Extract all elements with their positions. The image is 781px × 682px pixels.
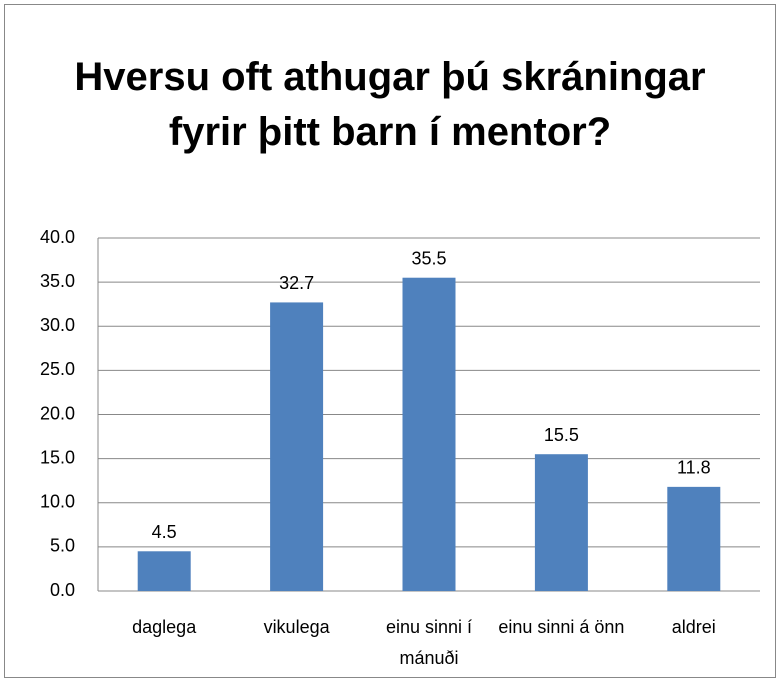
- chart-border: [4, 4, 776, 678]
- bar: [667, 486, 721, 591]
- data-label: 35.5: [411, 248, 446, 268]
- y-tick-label: 15.0: [40, 447, 75, 467]
- x-tick-label: vikulega: [263, 617, 330, 637]
- data-label: 15.5: [544, 425, 579, 445]
- data-label: 4.5: [152, 522, 177, 542]
- y-tick-label: 5.0: [50, 536, 75, 556]
- data-label: 32.7: [279, 273, 314, 293]
- bar: [402, 277, 456, 591]
- bar: [137, 551, 191, 591]
- x-tick-label: daglega: [132, 617, 197, 637]
- x-tick-label: einu sinni á önn: [498, 617, 625, 637]
- y-tick-label: 30.0: [40, 315, 75, 335]
- y-tick-label: 10.0: [40, 492, 75, 512]
- x-tick-label: einu sinni í mánuði: [385, 617, 473, 668]
- y-tick-label: 35.0: [40, 271, 75, 291]
- y-tick-label: 20.0: [40, 403, 75, 423]
- y-tick-label: 0.0: [50, 580, 75, 600]
- y-tick-label: 25.0: [40, 359, 75, 379]
- bar: [534, 454, 588, 591]
- x-tick-label: aldrei: [671, 617, 716, 637]
- y-tick-label: 40.0: [40, 227, 75, 247]
- bar: [270, 302, 324, 591]
- chart-title: Hversu oft athugar þú skráningar fyrir þ…: [74, 55, 706, 154]
- data-label: 11.8: [677, 458, 711, 478]
